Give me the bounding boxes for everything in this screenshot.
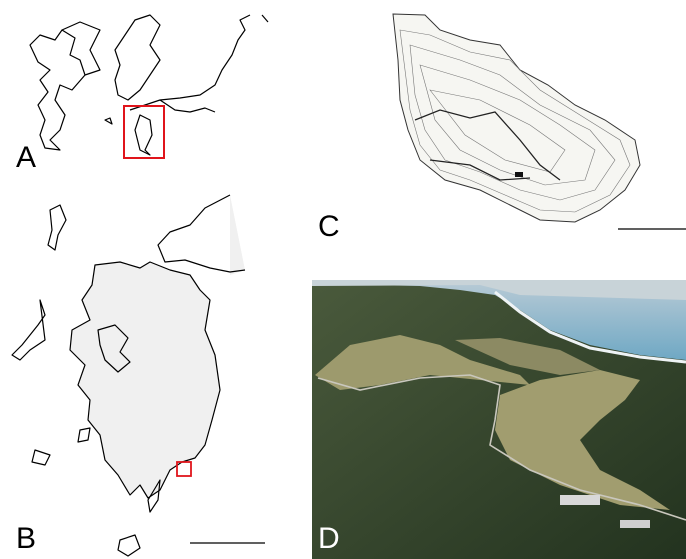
panel-label: A bbox=[16, 141, 36, 174]
highlight-box bbox=[124, 106, 164, 158]
map-a: A bbox=[16, 15, 268, 174]
photo-d: D bbox=[312, 280, 686, 559]
panel-label: B bbox=[16, 522, 36, 555]
figure: A B C bbox=[0, 0, 686, 559]
panel-label: C bbox=[318, 210, 340, 243]
panel-label: D bbox=[318, 522, 340, 555]
map-b: B bbox=[12, 195, 265, 556]
map-c: C bbox=[318, 14, 686, 243]
